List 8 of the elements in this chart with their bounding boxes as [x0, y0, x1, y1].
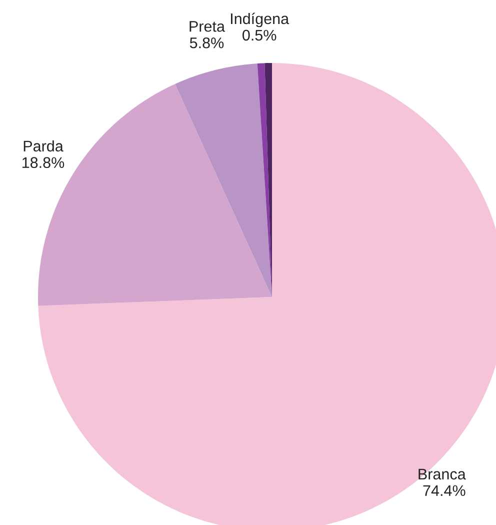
slice-label: Parda [24, 140, 64, 152]
data-label: 0.5% [242, 30, 276, 41]
data-label: 74.4% [423, 485, 466, 496]
slice-label: Preta [190, 21, 225, 32]
slice-label: Branca [418, 468, 466, 480]
slice-label: Indígena [231, 12, 290, 28]
data-label: 18.8% [22, 157, 64, 168]
data-label: 5.8% [190, 37, 224, 48]
